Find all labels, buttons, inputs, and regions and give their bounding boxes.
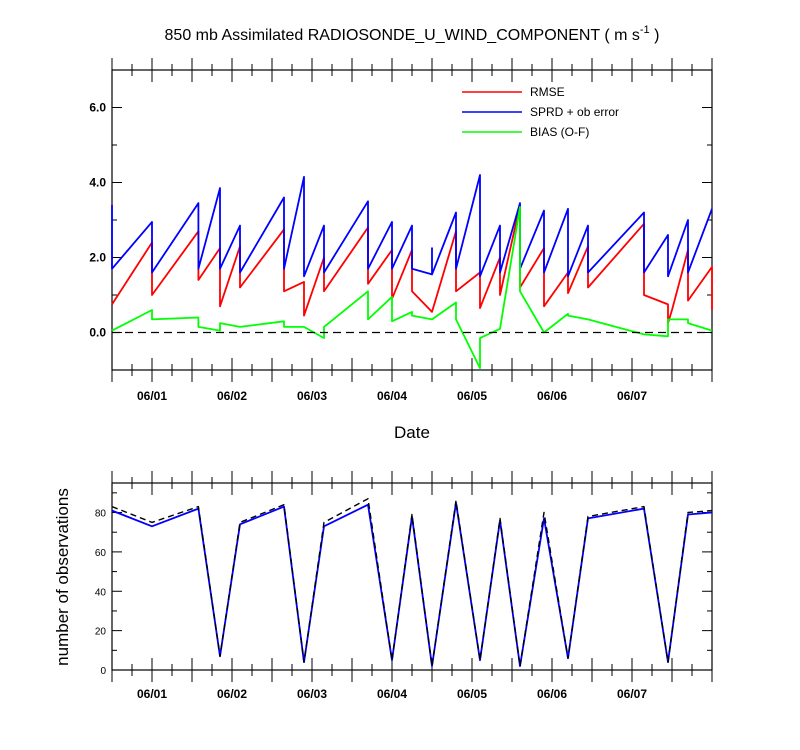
- legend: RMSE SPRD + ob error BIAS (O-F): [462, 85, 619, 139]
- x-tick-label: 06/02: [217, 389, 247, 403]
- y-tick-label: 0.0: [89, 326, 106, 340]
- x-tick-label: 06/05: [457, 687, 487, 701]
- x-tick-label: 06/06: [537, 389, 567, 403]
- legend-label-sprd: SPRD + ob error: [530, 105, 619, 119]
- y-tick-label: 60: [95, 548, 107, 559]
- y-tick-label: 80: [95, 509, 107, 520]
- x-tick-label: 06/03: [297, 687, 327, 701]
- top-panel: 0.0 2.0 4.0 6.0 06/01 06/02 06/03 06/04 06/05 06/…: [89, 58, 713, 442]
- series-line-possible: [111, 498, 713, 667]
- x-tick-label: 06/07: [617, 687, 647, 701]
- x-axis-label: Date: [394, 423, 430, 442]
- x-tick-label: 06/02: [217, 687, 247, 701]
- y-tick-label: 0: [100, 666, 106, 677]
- top-plot-frame: [111, 69, 713, 371]
- y-tick-label: 2.0: [89, 251, 106, 265]
- y-axis-label-observations: number of observations: [53, 488, 72, 666]
- series-line-sprd-ob-error: [111, 174, 713, 278]
- y-tick-label: 4.0: [89, 176, 106, 190]
- x-tick-label: 06/04: [377, 687, 407, 701]
- chart-title: 850 mb Assimilated RADIOSONDE_U_WIND_COM…: [165, 24, 660, 44]
- y-tick-label: 20: [95, 627, 107, 638]
- y-tick-label: 6.0: [89, 101, 106, 115]
- legend-label-rmse: RMSE: [530, 85, 565, 99]
- x-tick-label: 06/05: [457, 389, 487, 403]
- legend-label-bias: BIAS (O-F): [530, 125, 589, 139]
- x-tick-label: 06/06: [537, 687, 567, 701]
- y-tick-label: 40: [95, 587, 107, 598]
- x-tick-label: 06/03: [297, 389, 327, 403]
- x-tick-label: 06/07: [617, 389, 647, 403]
- bottom-panel: 0 20 40 60 80 06/01 06/02 06/03 06/04 06/05 06/06 0…: [53, 471, 713, 701]
- series-line-bias-o-f: [111, 206, 713, 369]
- x-tick-label: 06/01: [137, 687, 167, 701]
- x-tick-label: 06/04: [377, 389, 407, 403]
- x-tick-label: 06/01: [137, 389, 167, 403]
